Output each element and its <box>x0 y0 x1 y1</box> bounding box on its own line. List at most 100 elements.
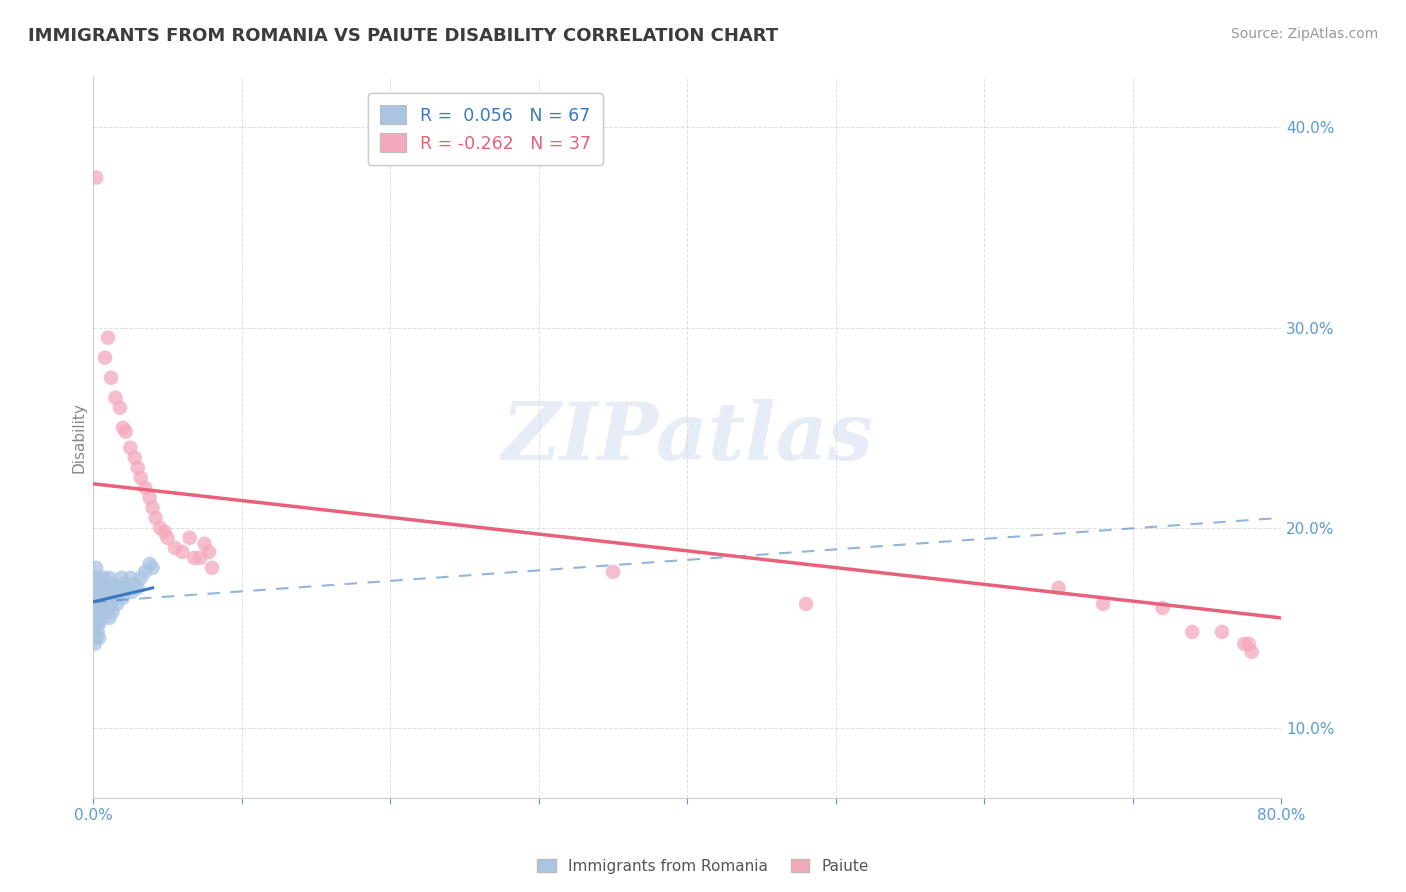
Point <box>124 450 146 465</box>
Point <box>89 585 111 599</box>
Point <box>84 585 107 599</box>
Point <box>91 611 114 625</box>
Point <box>103 577 125 591</box>
Point <box>89 631 111 645</box>
Point <box>602 565 624 579</box>
Point <box>97 601 120 615</box>
Point <box>134 481 156 495</box>
Point <box>104 391 127 405</box>
Point <box>188 550 211 565</box>
Point <box>93 585 115 599</box>
Point <box>1181 624 1204 639</box>
Point <box>90 581 112 595</box>
Point <box>127 581 149 595</box>
Point <box>84 616 107 631</box>
Point <box>134 565 156 579</box>
Point <box>93 601 115 615</box>
Point <box>83 637 105 651</box>
Point <box>142 561 165 575</box>
Point <box>98 571 121 585</box>
Point <box>96 577 118 591</box>
Point <box>127 460 149 475</box>
Point <box>153 524 176 539</box>
Point <box>107 581 129 595</box>
Point <box>120 441 142 455</box>
Point <box>84 605 107 619</box>
Point <box>163 541 186 555</box>
Y-axis label: Disability: Disability <box>72 402 86 473</box>
Point <box>84 561 107 575</box>
Point <box>101 605 124 619</box>
Point <box>94 597 117 611</box>
Text: Source: ZipAtlas.com: Source: ZipAtlas.com <box>1230 27 1378 41</box>
Point <box>138 491 160 505</box>
Point <box>1152 601 1174 615</box>
Point <box>172 545 194 559</box>
Point <box>183 550 205 565</box>
Point <box>90 585 112 599</box>
Point <box>83 611 105 625</box>
Point <box>129 571 152 585</box>
Point <box>100 370 122 384</box>
Text: ZIPatlas: ZIPatlas <box>501 399 873 476</box>
Point <box>142 500 165 515</box>
Point <box>1237 637 1260 651</box>
Point <box>94 351 117 365</box>
Point <box>121 585 143 599</box>
Point <box>1047 581 1070 595</box>
Point <box>100 581 122 595</box>
Point <box>124 577 146 591</box>
Point <box>111 591 134 605</box>
Point <box>129 471 152 485</box>
Point <box>111 421 134 435</box>
Point <box>198 545 221 559</box>
Point <box>84 170 107 185</box>
Point <box>104 591 127 605</box>
Point <box>100 597 122 611</box>
Point <box>94 581 117 595</box>
Point <box>179 531 201 545</box>
Point <box>110 571 132 585</box>
Point <box>108 585 131 599</box>
Point <box>83 624 105 639</box>
Legend: Immigrants from Romania, Paiute: Immigrants from Romania, Paiute <box>531 853 875 880</box>
Point <box>201 561 224 575</box>
Text: IMMIGRANTS FROM ROMANIA VS PAIUTE DISABILITY CORRELATION CHART: IMMIGRANTS FROM ROMANIA VS PAIUTE DISABI… <box>28 27 779 45</box>
Point <box>86 624 108 639</box>
Point <box>149 521 172 535</box>
Point <box>194 537 217 551</box>
Point <box>794 597 817 611</box>
Point <box>86 597 108 611</box>
Point <box>1233 637 1256 651</box>
Point <box>86 611 108 625</box>
Point <box>89 571 111 585</box>
Point <box>138 557 160 571</box>
Point <box>84 577 107 591</box>
Point <box>98 611 121 625</box>
Point <box>96 591 118 605</box>
Point <box>86 581 108 595</box>
Point <box>83 597 105 611</box>
Point <box>97 331 120 345</box>
Point <box>115 425 138 439</box>
Point <box>86 591 108 605</box>
Point <box>89 601 111 615</box>
Point <box>84 601 107 615</box>
Legend: R =  0.056   N = 67, R = -0.262   N = 37: R = 0.056 N = 67, R = -0.262 N = 37 <box>368 94 603 165</box>
Point <box>93 571 115 585</box>
Point <box>156 531 179 545</box>
Point <box>94 605 117 619</box>
Point <box>1211 624 1233 639</box>
Point <box>105 597 128 611</box>
Point <box>84 571 107 585</box>
Point <box>84 591 107 605</box>
Point <box>90 605 112 619</box>
Point <box>91 591 114 605</box>
Point <box>1240 645 1263 659</box>
Point <box>90 597 112 611</box>
Point <box>1092 597 1115 611</box>
Point <box>115 581 138 595</box>
Point <box>89 616 111 631</box>
Point <box>112 577 135 591</box>
Point <box>101 591 124 605</box>
